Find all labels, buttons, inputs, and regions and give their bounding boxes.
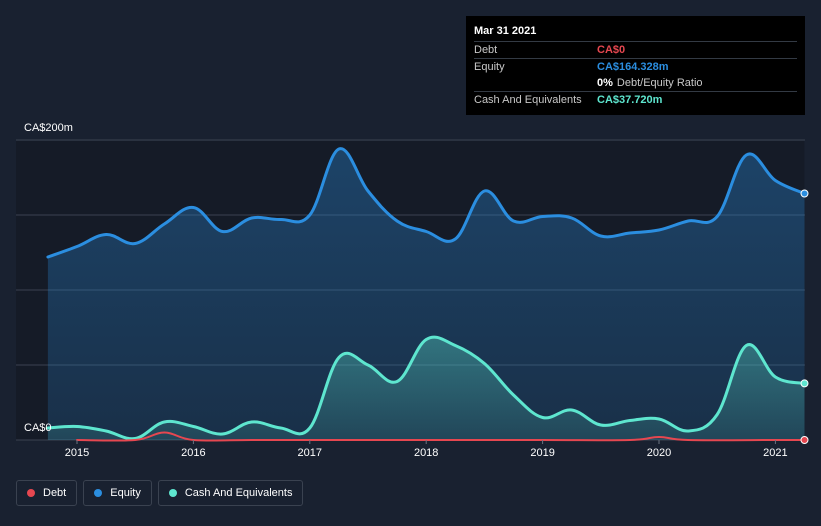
tooltip-value: CA$164.328m — [597, 61, 669, 73]
equity-line — [46, 147, 806, 259]
tooltip-row-cash: Cash And Equivalents CA$37.720m — [474, 91, 797, 108]
x-tick-label: 2019 — [530, 447, 555, 459]
tooltip-panel: Mar 31 2021 Debt CA$0 Equity CA$164.328m… — [466, 16, 805, 115]
tooltip-label — [474, 75, 597, 91]
tooltip-row-ratio: 0% Debt/Equity Ratio — [474, 75, 797, 91]
legend-dot-icon — [168, 489, 177, 497]
legend-label: Equity — [110, 487, 141, 499]
legend-item-debt[interactable]: Debt — [16, 480, 78, 506]
tooltip-sub-label: Debt/Equity Ratio — [616, 77, 703, 89]
x-tick-label: 2015 — [64, 447, 90, 459]
legend-item-cash[interactable]: Cash And Equivalents — [157, 480, 304, 506]
equity-endpoint — [800, 189, 809, 198]
x-tick-label: 2017 — [297, 447, 323, 459]
x-tick-label: 2020 — [646, 447, 672, 459]
y-axis-top-label: CA$200m — [24, 122, 73, 134]
cash-endpoint — [800, 379, 809, 388]
tooltip-value: CA$37.720m — [597, 94, 663, 106]
legend-dot-icon — [94, 489, 103, 497]
tooltip-label: Debt — [474, 44, 498, 56]
tooltip-value: CA$0 — [597, 44, 626, 56]
legend-dot-icon — [27, 489, 35, 497]
tooltip-row-debt: Debt CA$0 — [474, 41, 797, 58]
debt-line — [76, 431, 806, 442]
legend-label: Debt — [43, 487, 67, 499]
tooltip-row-equity: Equity CA$164.328m — [474, 58, 797, 75]
legend-label: Cash And Equivalents — [184, 487, 293, 499]
x-tick-label: 2016 — [181, 447, 206, 459]
tooltip-date: Mar 31 2021 — [474, 25, 537, 37]
x-tick-label: 2021 — [763, 447, 788, 459]
x-tick-label: 2018 — [413, 447, 439, 459]
equity-area — [47, 148, 805, 440]
y-axis-bottom-label: CA$0 — [24, 422, 52, 434]
cash-area — [47, 337, 805, 440]
tooltip-value: 0% — [597, 77, 613, 89]
tooltip-label: Cash And Equivalents — [474, 94, 582, 106]
legend: Debt Equity Cash And Equivalents — [16, 480, 304, 506]
cash-line — [46, 335, 806, 441]
debt-endpoint — [800, 436, 809, 444]
tooltip-label: Equity — [474, 61, 505, 73]
legend-item-equity[interactable]: Equity — [83, 480, 152, 506]
